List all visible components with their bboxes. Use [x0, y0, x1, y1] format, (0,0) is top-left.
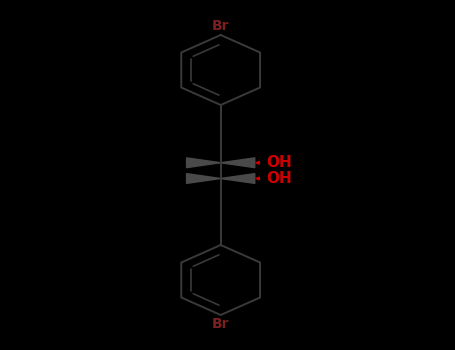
- Text: OH: OH: [266, 171, 292, 186]
- Polygon shape: [187, 158, 221, 168]
- Polygon shape: [221, 158, 255, 168]
- Text: Br: Br: [212, 317, 229, 331]
- Text: Br: Br: [212, 19, 229, 33]
- Polygon shape: [187, 174, 221, 183]
- Polygon shape: [256, 161, 259, 164]
- Text: OH: OH: [266, 155, 292, 170]
- Polygon shape: [256, 177, 259, 180]
- Polygon shape: [221, 174, 255, 183]
